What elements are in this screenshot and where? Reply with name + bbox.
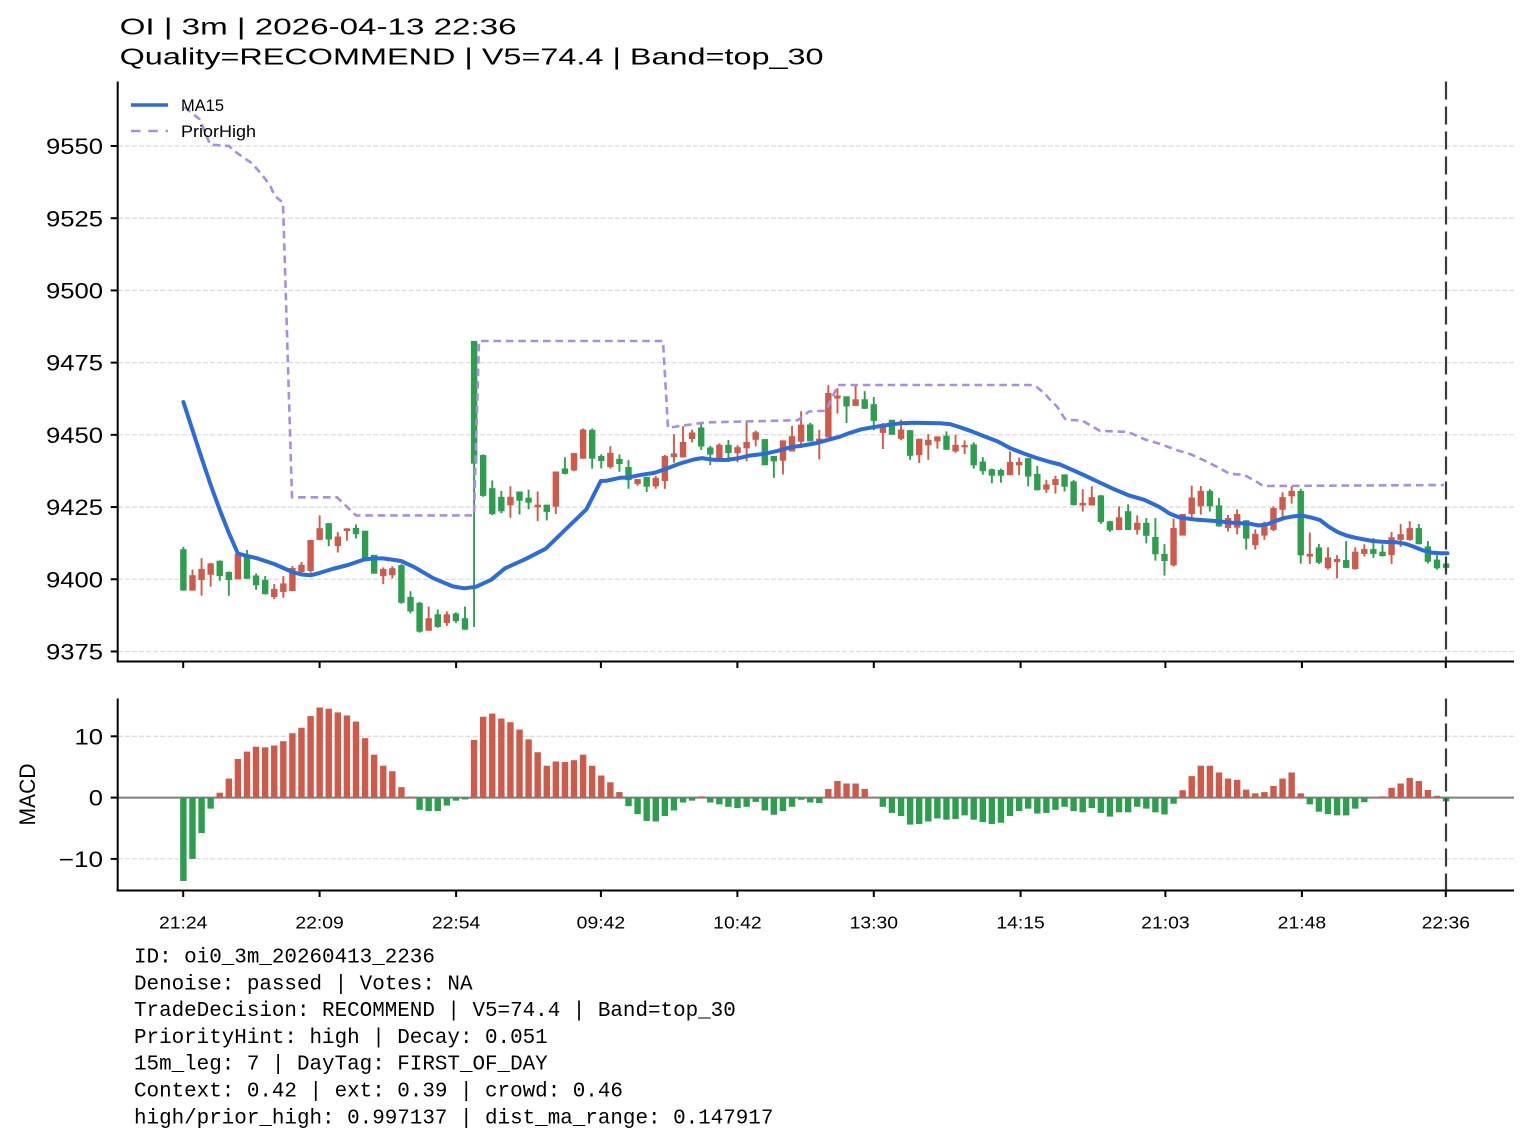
svg-text:9375: 9375 [46,640,103,665]
svg-text:15m_leg: 7 | DayTag: FIRST_OF_: 15m_leg: 7 | DayTag: FIRST_OF_DAY [134,1054,548,1077]
svg-text:9425: 9425 [46,495,103,520]
svg-text:21:03: 21:03 [1141,913,1190,933]
svg-text:10: 10 [75,724,104,749]
svg-text:MACD: MACD [15,764,40,826]
svg-text:PriorityHint: high | Decay: 0.: PriorityHint: high | Decay: 0.051 [134,1027,548,1050]
svg-text:14:15: 14:15 [996,913,1045,933]
svg-text:9450: 9450 [46,423,103,448]
svg-text:13:30: 13:30 [850,913,899,933]
svg-text:Context: 0.42 | ext: 0.39 | cr: Context: 0.42 | ext: 0.39 | crowd: 0.46 [134,1081,623,1104]
svg-text:09:42: 09:42 [577,913,625,933]
svg-text:9475: 9475 [46,351,103,376]
svg-text:10:42: 10:42 [713,913,761,933]
svg-text:21:24: 21:24 [159,913,208,933]
svg-text:9525: 9525 [46,206,103,231]
svg-text:9500: 9500 [46,279,103,304]
svg-text:Quality=RECOMMEND | V5=74.4 |: Quality=RECOMMEND | V5=74.4 | Band=top_3… [120,43,824,69]
svg-text:Denoise: passed | Votes: NA: Denoise: passed | Votes: NA [134,973,473,996]
svg-text:22:36: 22:36 [1422,913,1471,933]
svg-text:22:09: 22:09 [295,913,343,933]
svg-text:MA15: MA15 [181,97,224,115]
svg-text:OI | 3m | 2026-04-13 22:36: OI | 3m | 2026-04-13 22:36 [120,14,517,40]
svg-text:9400: 9400 [46,567,103,592]
svg-text:ID: oi0_3m_20260413_2236: ID: oi0_3m_20260413_2236 [134,947,435,970]
svg-text:21:48: 21:48 [1278,913,1327,933]
svg-text:TradeDecision: RECOMMEND | V5=: TradeDecision: RECOMMEND | V5=74.4 | Ban… [134,1000,736,1023]
svg-text:−10: −10 [59,847,103,872]
svg-text:22:54: 22:54 [432,913,481,933]
svg-text:PriorHigh: PriorHigh [181,123,256,141]
svg-text:9550: 9550 [46,134,103,159]
svg-text:0: 0 [89,786,103,811]
svg-text:high/prior_high: 0.997137 | di: high/prior_high: 0.997137 | dist_ma_rang… [134,1107,773,1130]
